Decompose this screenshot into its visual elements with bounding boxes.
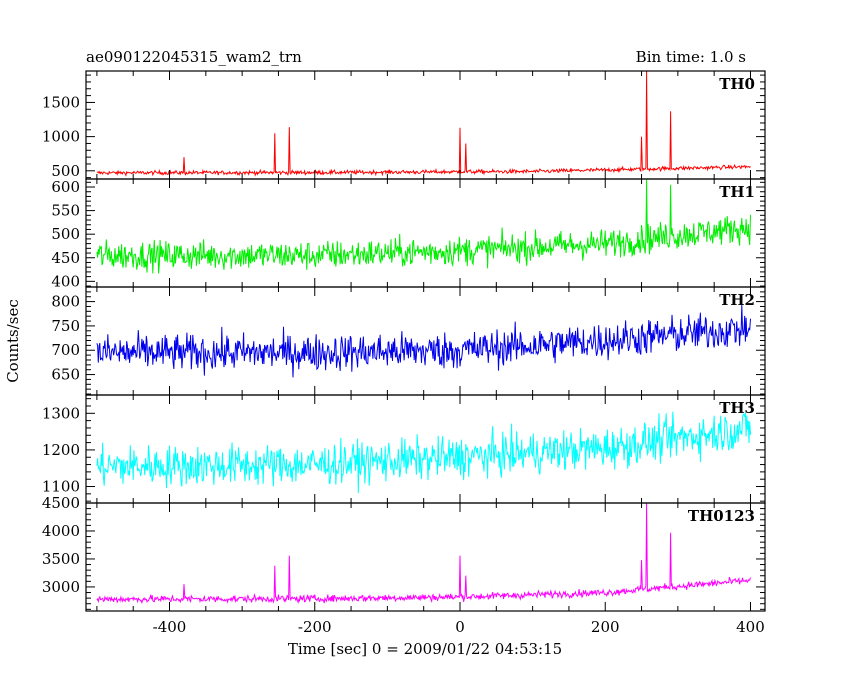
panels-group: 500 1000 1500 TH0 400 450 500 550 600 TH1 650 700 75… bbox=[42, 70, 766, 636]
panel-th0: 500 1000 1500 TH0 bbox=[42, 70, 766, 180]
y-tick-label: 1100 bbox=[42, 478, 80, 496]
panel-frame bbox=[85, 502, 766, 612]
bin-time-label: Bin time: 1.0 s bbox=[636, 48, 746, 66]
y-tick-label: 550 bbox=[51, 202, 80, 220]
x-axis-label: Time [sec] 0 = 2009/01/22 04:53:15 bbox=[288, 640, 562, 658]
panel-label: TH2 bbox=[719, 291, 755, 309]
x-tick-label: -200 bbox=[298, 618, 332, 636]
panel-th0123: 3000 3500 4000 4500 TH0123 bbox=[42, 494, 766, 612]
panel-th1: 400 450 500 550 600 TH1 bbox=[51, 178, 766, 290]
series-line-th2 bbox=[96, 304, 751, 378]
panel-label: TH1 bbox=[719, 183, 755, 201]
y-tick-label: 800 bbox=[51, 293, 80, 311]
panel-label: TH3 bbox=[719, 399, 755, 417]
series-line-th0123 bbox=[96, 502, 751, 605]
y-tick-label: 3500 bbox=[42, 550, 80, 568]
chart-title: ae090122045315_wam2_trn bbox=[86, 48, 302, 66]
y-tick-label: 1000 bbox=[42, 128, 80, 146]
y-tick-label: 700 bbox=[51, 341, 80, 359]
y-tick-label: 600 bbox=[51, 178, 80, 196]
x-tick-label: -400 bbox=[153, 618, 187, 636]
series-line-th1 bbox=[96, 178, 751, 274]
y-axis-label: Counts/sec bbox=[4, 299, 22, 383]
y-tick-label: 3000 bbox=[42, 578, 80, 596]
y-tick-label: 650 bbox=[51, 366, 80, 384]
y-tick-label: 1200 bbox=[42, 441, 80, 459]
y-tick-label: 1500 bbox=[42, 93, 80, 111]
y-tick-label: 450 bbox=[51, 249, 80, 267]
y-tick-label: 400 bbox=[51, 272, 80, 290]
series-line-th3 bbox=[96, 411, 751, 494]
y-tick-label: 4000 bbox=[42, 522, 80, 540]
y-tick-label: 500 bbox=[51, 162, 80, 180]
y-tick-label: 4500 bbox=[42, 494, 80, 512]
series-line-th0 bbox=[96, 70, 751, 177]
x-tick-label: 0 bbox=[455, 618, 465, 636]
y-tick-label: 750 bbox=[51, 317, 80, 335]
panel-th3: 1100 1200 1300 TH3 bbox=[42, 394, 766, 504]
panel-th2: 650 700 750 800 TH2 bbox=[51, 286, 766, 396]
panel-frame bbox=[85, 394, 766, 504]
panel-frame bbox=[85, 70, 766, 180]
y-tick-label: 1300 bbox=[42, 404, 80, 422]
x-tick-label: 400 bbox=[736, 618, 765, 636]
panel-label: TH0123 bbox=[688, 507, 755, 525]
x-tick-label: 200 bbox=[591, 618, 620, 636]
y-tick-label: 500 bbox=[51, 225, 80, 243]
panel-label: TH0 bbox=[719, 75, 755, 93]
